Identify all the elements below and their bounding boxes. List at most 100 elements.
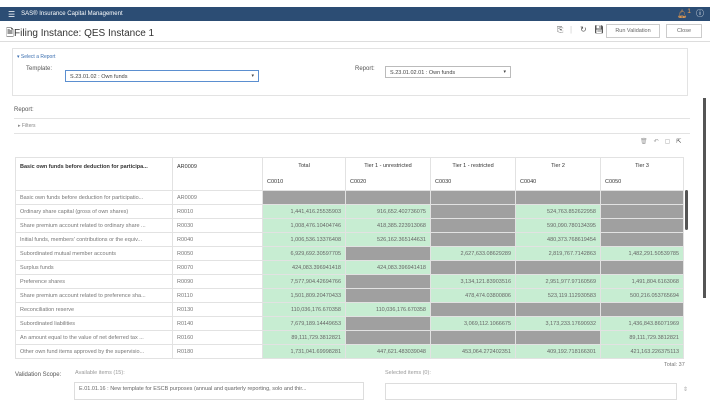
row-code: AR0009: [172, 190, 263, 205]
disabled-cell: [430, 190, 516, 205]
refresh-icon[interactable]: ↻: [580, 25, 587, 34]
value-cell[interactable]: 2,951,977.97160569: [515, 274, 601, 289]
table-row: Share premium account related to ordinar…: [15, 218, 684, 233]
value-cell[interactable]: 424,083.396941418: [345, 260, 431, 275]
move-icon[interactable]: ⇕: [683, 387, 689, 393]
table-row: Share premium account related to prefere…: [15, 288, 684, 303]
value-cell[interactable]: 2,627,633.08629289: [430, 246, 516, 261]
value-cell[interactable]: 110,036,176.670358: [262, 302, 346, 317]
value-cell[interactable]: 1,501,809.20470433: [262, 288, 346, 303]
disabled-cell: [430, 232, 516, 247]
value-cell[interactable]: 523,119.112930583: [515, 288, 601, 303]
row-total: Total: 37: [664, 362, 685, 368]
row-code: R0110: [172, 288, 263, 303]
page-title: Filing Instance: QES Instance 1: [14, 28, 155, 39]
value-cell[interactable]: 110,036,176.670358: [345, 302, 431, 317]
value-cell[interactable]: 524,763.852622958: [515, 204, 601, 219]
row-name: Surplus funds: [15, 260, 173, 275]
value-cell[interactable]: 480,373.768619454: [515, 232, 601, 247]
notification-count: 1: [687, 8, 691, 15]
value-cell[interactable]: 1,482,291.50539785: [600, 246, 684, 261]
row-code: R0070: [172, 260, 263, 275]
value-cell[interactable]: 7,577,904.42694766: [262, 274, 346, 289]
table-row: Subordinated mutual member accounts R0050…: [15, 246, 684, 261]
value-cell[interactable]: 409,192.718166301: [515, 344, 601, 359]
row-name: Ordinary share capital (gross of own sha…: [15, 204, 173, 219]
value-cell[interactable]: 526,162.365144631: [345, 232, 431, 247]
template-label: Template:: [26, 66, 53, 72]
row-name: Reconciliation reserve: [15, 302, 173, 317]
report-select[interactable]: S.23.01.02.01 : Own funds ▾: [385, 66, 511, 78]
run-validation-button[interactable]: Run Validation: [606, 24, 660, 38]
table-scrollbar[interactable]: [685, 190, 688, 230]
value-cell[interactable]: 447,621.483039048: [345, 344, 431, 359]
disabled-cell: [430, 330, 516, 345]
disabled-cell: [345, 274, 431, 289]
comment-icon[interactable]: ▢: [664, 139, 671, 145]
available-item[interactable]: E.01.01.16 : New template for ESCB purpo…: [79, 386, 307, 392]
value-cell[interactable]: 500,216.053765694: [600, 288, 684, 303]
hamburger-menu-icon[interactable]: ☰: [8, 9, 16, 19]
row-code: R0140: [172, 316, 263, 331]
disabled-cell: [345, 190, 431, 205]
selected-items-list[interactable]: [385, 383, 677, 400]
select-report-panel: ▾ Select a Report Template: S.23.01.02 :…: [12, 48, 688, 96]
disabled-cell: [345, 316, 431, 331]
chevron-down-icon: ▾: [251, 73, 254, 79]
value-cell[interactable]: 89,111,729.3812821: [600, 330, 684, 345]
value-cell[interactable]: 1,436,843.86071969: [600, 316, 684, 331]
column-header-code: C0050: [600, 174, 684, 191]
value-cell[interactable]: 418,385.223913068: [345, 218, 431, 233]
table-row: Initial funds, members' contributions or…: [15, 232, 684, 247]
undo-icon[interactable]: ↶: [653, 139, 659, 145]
value-cell[interactable]: 1,006,536.13376408: [262, 232, 346, 247]
value-cell[interactable]: 3,134,121.83903516: [430, 274, 516, 289]
table-row: Subordinated liabilities R0140 7,679,189.1…: [15, 316, 684, 331]
value-cell[interactable]: 478,474.03800806: [430, 288, 516, 303]
page-scrollbar[interactable]: [703, 98, 706, 298]
disabled-cell: [600, 204, 684, 219]
template-select[interactable]: S.23.01.02 : Own funds ▾: [65, 70, 259, 82]
value-cell[interactable]: 2,819,767.7142863: [515, 246, 601, 261]
close-button[interactable]: Close: [666, 24, 702, 38]
available-items-list[interactable]: E.01.01.16 : New template for ESCB purpo…: [74, 382, 364, 400]
info-icon[interactable]: ⓘ: [696, 9, 704, 18]
disabled-cell: [515, 190, 601, 205]
row-name: Subordinated mutual member accounts: [15, 246, 173, 261]
value-cell[interactable]: 916,652.402736075: [345, 204, 431, 219]
value-cell[interactable]: 1,491,804.6163068: [600, 274, 684, 289]
value-cell[interactable]: 424,083.396941418: [262, 260, 346, 275]
value-cell[interactable]: 3,069,112.1066675: [430, 316, 516, 331]
disabled-cell: [515, 330, 601, 345]
value-cell[interactable]: 453,064.272402351: [430, 344, 516, 359]
delete-icon[interactable]: 🗑︎: [640, 139, 648, 145]
disabled-cell: [430, 260, 516, 275]
value-cell[interactable]: 421,163.226375113: [600, 344, 684, 359]
column-header-code: C0040: [515, 174, 601, 191]
notifications-icon[interactable]: 🔔︎1: [677, 8, 691, 19]
report-label: Report:: [355, 66, 375, 72]
available-items-label: Available items (15):: [75, 370, 125, 376]
value-cell[interactable]: 6,929,692.30597705: [262, 246, 346, 261]
value-cell[interactable]: 89,111,729.3812821: [262, 330, 346, 345]
divider: [14, 118, 690, 119]
export-icon[interactable]: ⎘: [557, 25, 564, 34]
filters-toggle[interactable]: ▸ Filters: [18, 123, 36, 129]
value-cell[interactable]: 1,731,041.69998281: [262, 344, 346, 359]
value-cell[interactable]: 590,090.780134395: [515, 218, 601, 233]
table-row: Basic own funds before deduction for par…: [15, 190, 684, 205]
chevron-down-icon: ▾: [503, 69, 506, 75]
save-icon[interactable]: 💾︎: [594, 25, 605, 34]
disabled-cell: [345, 246, 431, 261]
disabled-cell: [262, 190, 346, 205]
select-report-toggle[interactable]: ▾ Select a Report: [17, 54, 56, 60]
value-cell[interactable]: 1,008,476.10404746: [262, 218, 346, 233]
value-cell[interactable]: 7,679,189.14449653: [262, 316, 346, 331]
value-cell[interactable]: 1,441,416.25535903: [262, 204, 346, 219]
row-name: Share premium account related to ordinar…: [15, 218, 173, 233]
pop-out-icon[interactable]: ⇱: [676, 139, 682, 145]
divider: [14, 133, 690, 134]
row-code: R0050: [172, 246, 263, 261]
value-cell[interactable]: 3,173,233.17690932: [515, 316, 601, 331]
table-toolbar: 🗑︎ ↶ ▢ ⇱: [640, 138, 681, 145]
